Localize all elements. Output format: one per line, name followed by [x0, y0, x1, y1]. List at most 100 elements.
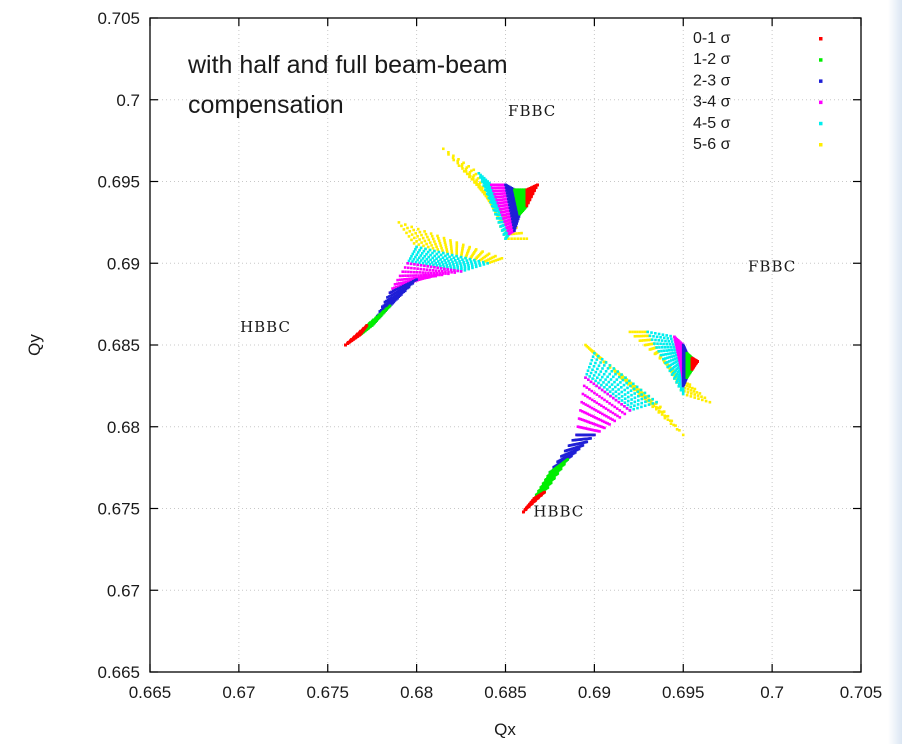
footprint-point [625, 378, 629, 381]
footprint-point [672, 365, 676, 369]
footprint-point [636, 390, 640, 393]
footprint-point [591, 428, 594, 432]
axis-ticks [149, 17, 862, 673]
footprint-point [642, 339, 645, 342]
footprint-point [600, 425, 603, 428]
footprint-point [481, 185, 484, 189]
footprint-point [680, 386, 683, 390]
footprint-point [468, 257, 472, 261]
footprint-point [672, 374, 676, 377]
footprint-point [476, 177, 480, 180]
footprint-point [606, 375, 609, 379]
footprint-point [589, 362, 592, 365]
footprint-point [432, 271, 436, 275]
footprint-point [461, 248, 464, 252]
footprint-point [394, 291, 397, 295]
footprint-point [410, 277, 414, 280]
footprint-point [486, 253, 489, 257]
footprint-point [625, 381, 628, 385]
footprint-point [425, 262, 428, 266]
footprint-point [522, 510, 525, 514]
footprint-point [412, 242, 416, 245]
footprint-point [677, 369, 681, 372]
footprint-point [470, 262, 474, 266]
footprint-point [487, 193, 490, 196]
footprint-point [425, 274, 428, 277]
footprint-point [619, 381, 622, 384]
x-tick-label: 0.695 [662, 683, 705, 702]
footprint-point [665, 349, 668, 352]
footprint-point [455, 241, 459, 244]
footprint-point [502, 183, 505, 187]
footprint-point [452, 158, 455, 162]
footprint-point [429, 271, 433, 275]
footprint-point [497, 189, 501, 192]
footprint-point [685, 353, 689, 356]
footprint-point [407, 235, 411, 238]
footprint-point [609, 417, 612, 420]
footprint-point [597, 381, 600, 385]
footprint-point [437, 250, 441, 254]
footprint-point [609, 394, 612, 398]
footprint-point [395, 290, 399, 294]
footprint-point [614, 390, 618, 393]
footprint-point [487, 183, 491, 187]
footprint-point [388, 291, 392, 294]
footprint-point [415, 276, 418, 280]
footprint-point [611, 411, 615, 415]
footprint-point [681, 364, 685, 367]
footprint-point [455, 252, 458, 256]
footprint-point [592, 407, 596, 411]
footprint-point [633, 392, 636, 395]
footprint-point [623, 388, 626, 392]
footprint-point [510, 214, 513, 218]
footprint-point [435, 245, 438, 249]
footprint-point [627, 399, 630, 403]
footprint-point [664, 357, 667, 360]
footprint-point [421, 257, 425, 260]
footprint-point [400, 224, 403, 228]
footprint-point [679, 388, 683, 392]
footprint-point [416, 227, 420, 231]
footprint-point [405, 231, 408, 235]
footprint-point [630, 398, 633, 401]
footprint-point [449, 243, 453, 246]
footprint-point [533, 189, 536, 193]
footprint-point [505, 189, 508, 192]
footprint-point [396, 278, 399, 282]
footprint-point [502, 201, 506, 204]
footprint-point [368, 321, 372, 324]
footprint-point [449, 266, 453, 270]
footprint-point [582, 402, 585, 405]
footprint-point [512, 214, 516, 218]
footprint-point [485, 186, 489, 190]
grid-lines [150, 18, 861, 672]
footprint-point [670, 419, 674, 423]
footprint-hbbc-3 [522, 343, 685, 514]
footprint-point [509, 212, 513, 215]
footprint-point [608, 385, 611, 389]
footprint-point [427, 255, 430, 259]
footprint-point [685, 351, 689, 355]
footprint-point [393, 286, 396, 290]
footprint-point [610, 383, 614, 386]
footprint-point [418, 271, 422, 274]
footprint-point [637, 399, 640, 402]
footprint-point [589, 380, 593, 384]
footprint-point [654, 332, 657, 335]
footprint-point [461, 167, 464, 170]
footprint-point [381, 305, 384, 308]
footprint-point [666, 414, 670, 418]
footprint-point [513, 210, 516, 214]
footprint-point [595, 423, 598, 427]
footprint-point [483, 192, 487, 196]
footprint-point [587, 420, 590, 424]
x-tick-label: 0.675 [306, 683, 349, 702]
footprint-point [688, 383, 692, 386]
footprint-point [406, 226, 409, 230]
footprint-point [602, 360, 606, 364]
footprint-point [704, 399, 708, 403]
footprint-point [611, 388, 615, 391]
footprint-point [685, 384, 689, 388]
footprint-point [677, 362, 680, 365]
